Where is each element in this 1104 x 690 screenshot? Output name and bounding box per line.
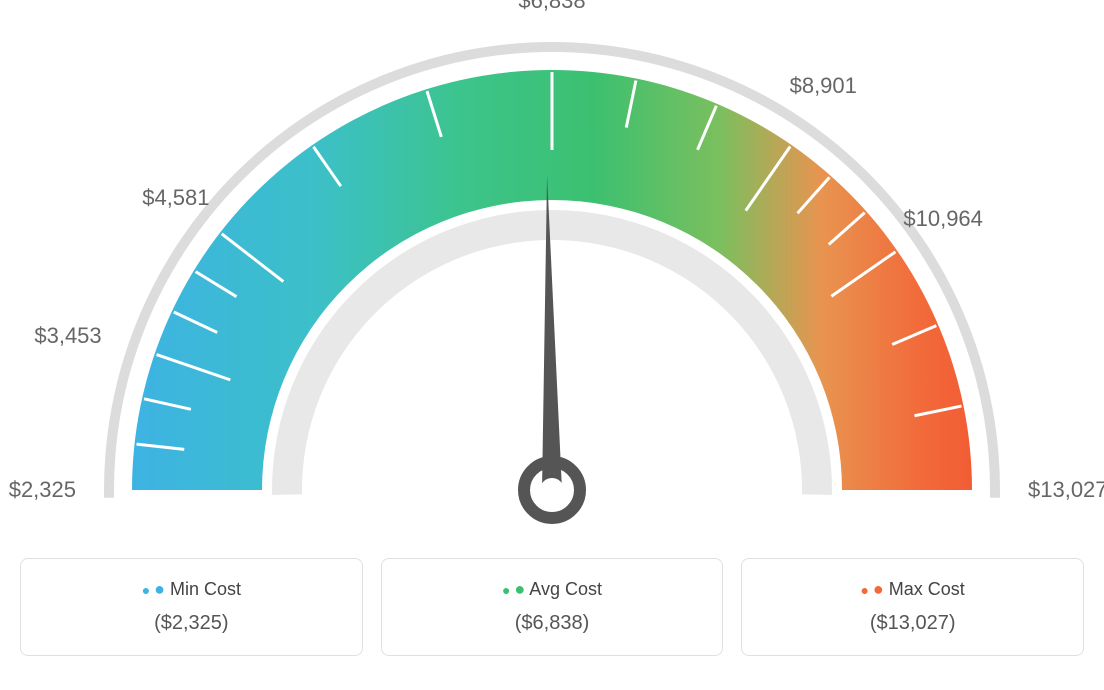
gauge-tick-label: $8,901 (790, 73, 857, 99)
legend-title-min: ● Min Cost (31, 579, 352, 600)
legend-title-avg: ● Avg Cost (392, 579, 713, 600)
gauge-svg (20, 20, 1084, 540)
legend-value-min: ($2,325) (31, 612, 352, 635)
legend-card-avg: ● Avg Cost ($6,838) (381, 558, 724, 656)
legend-row: ● Min Cost ($2,325) ● Avg Cost ($6,838) … (20, 558, 1084, 656)
gauge-tick-label: $10,964 (903, 206, 983, 232)
gauge-tick-label: $13,027 (1028, 477, 1104, 503)
legend-title-max: ● Max Cost (752, 579, 1073, 600)
gauge-area: $2,325$3,453$4,581$6,838$8,901$10,964$13… (20, 20, 1084, 540)
gauge-tick-label: $2,325 (9, 477, 76, 503)
legend-card-max: ● Max Cost ($13,027) (741, 558, 1084, 656)
gauge-tick-label: $6,838 (518, 0, 585, 14)
legend-card-min: ● Min Cost ($2,325) (20, 558, 363, 656)
gauge-tick-label: $3,453 (34, 323, 101, 349)
legend-value-avg: ($6,838) (392, 612, 713, 635)
legend-value-max: ($13,027) (752, 612, 1073, 635)
cost-gauge-chart: $2,325$3,453$4,581$6,838$8,901$10,964$13… (20, 20, 1084, 656)
gauge-tick-label: $4,581 (142, 185, 209, 211)
